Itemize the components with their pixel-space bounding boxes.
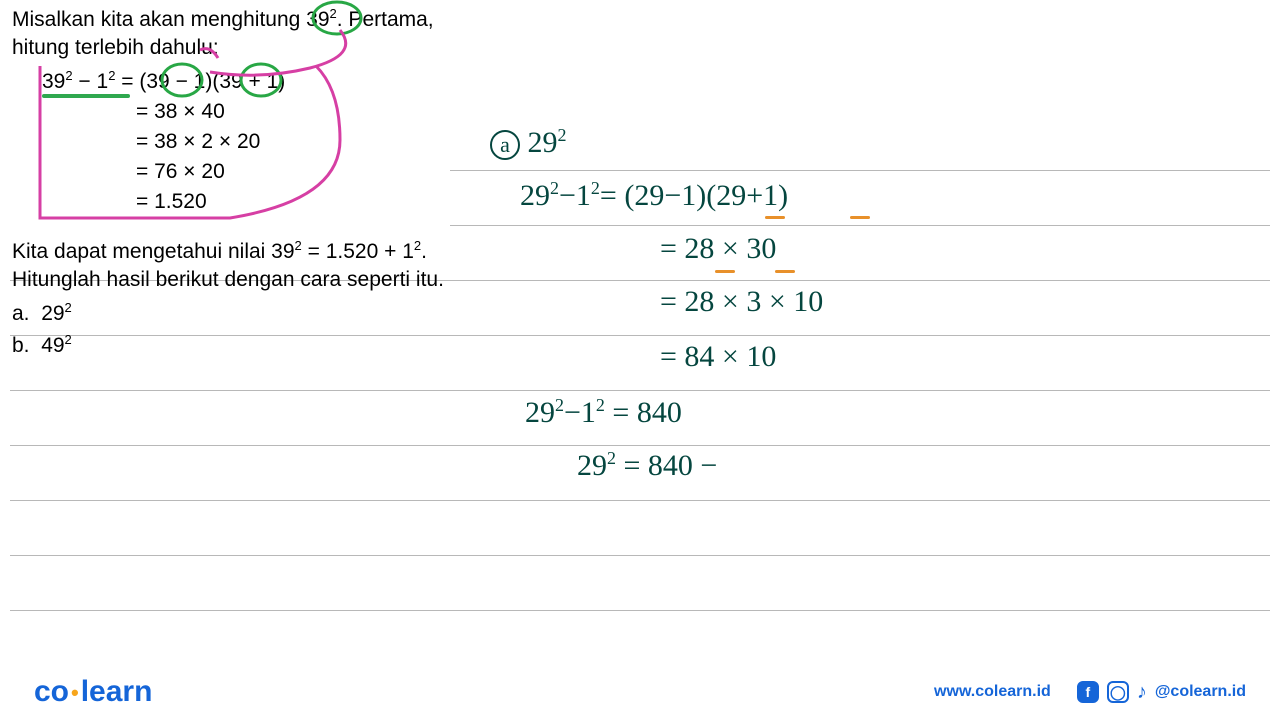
social-links: f ◯ ♪ @colearn.id xyxy=(1077,681,1246,704)
hand-marker: a 292 xyxy=(490,125,567,160)
problem-line1: Misalkan kita akan menghitung 392. Perta… xyxy=(12,6,434,32)
green-underline xyxy=(42,94,130,98)
eq-step-4: = 1.520 xyxy=(136,190,207,214)
eq-step-2: = 38 × 2 × 20 xyxy=(136,130,260,154)
item-a: a. 292 xyxy=(12,300,72,326)
footer: co•learn www.colearn.id f ◯ ♪ @colearn.i… xyxy=(0,664,1280,720)
equation-line1: 392 − 12 = (39 − 1)(39 + 1) xyxy=(42,68,285,94)
instagram-icon[interactable]: ◯ xyxy=(1107,681,1129,703)
content-area: Misalkan kita akan menghitung 392. Perta… xyxy=(0,0,1280,660)
hand-line1: 292−12= (29−1)(29+1) xyxy=(520,178,788,213)
annotation-overlay xyxy=(0,0,1280,660)
tiktok-icon[interactable]: ♪ xyxy=(1137,681,1147,704)
hand-line3: = 28 × 3 × 10 xyxy=(660,285,823,319)
hand-line6: 292 = 840 − xyxy=(577,448,717,483)
problem-line3: Kita dapat mengetahui nilai 392 = 1.520 … xyxy=(12,238,427,264)
hand-line4: = 84 × 10 xyxy=(660,340,776,374)
facebook-icon[interactable]: f xyxy=(1077,681,1099,703)
eq-step-3: = 76 × 20 xyxy=(136,160,225,184)
eq-step-1: = 38 × 40 xyxy=(136,100,225,124)
problem-line2: hitung terlebih dahulu: xyxy=(12,36,219,60)
brand-logo: co•learn xyxy=(34,675,152,709)
item-b: b. 492 xyxy=(12,332,72,358)
social-handle: @colearn.id xyxy=(1155,683,1246,701)
hand-line2: = 28 × 30 xyxy=(660,232,776,266)
hand-line5: 292−12 = 840 xyxy=(525,395,682,430)
problem-line4: Hitunglah hasil berikut dengan cara sepe… xyxy=(12,268,444,292)
site-url[interactable]: www.colearn.id xyxy=(934,683,1051,701)
